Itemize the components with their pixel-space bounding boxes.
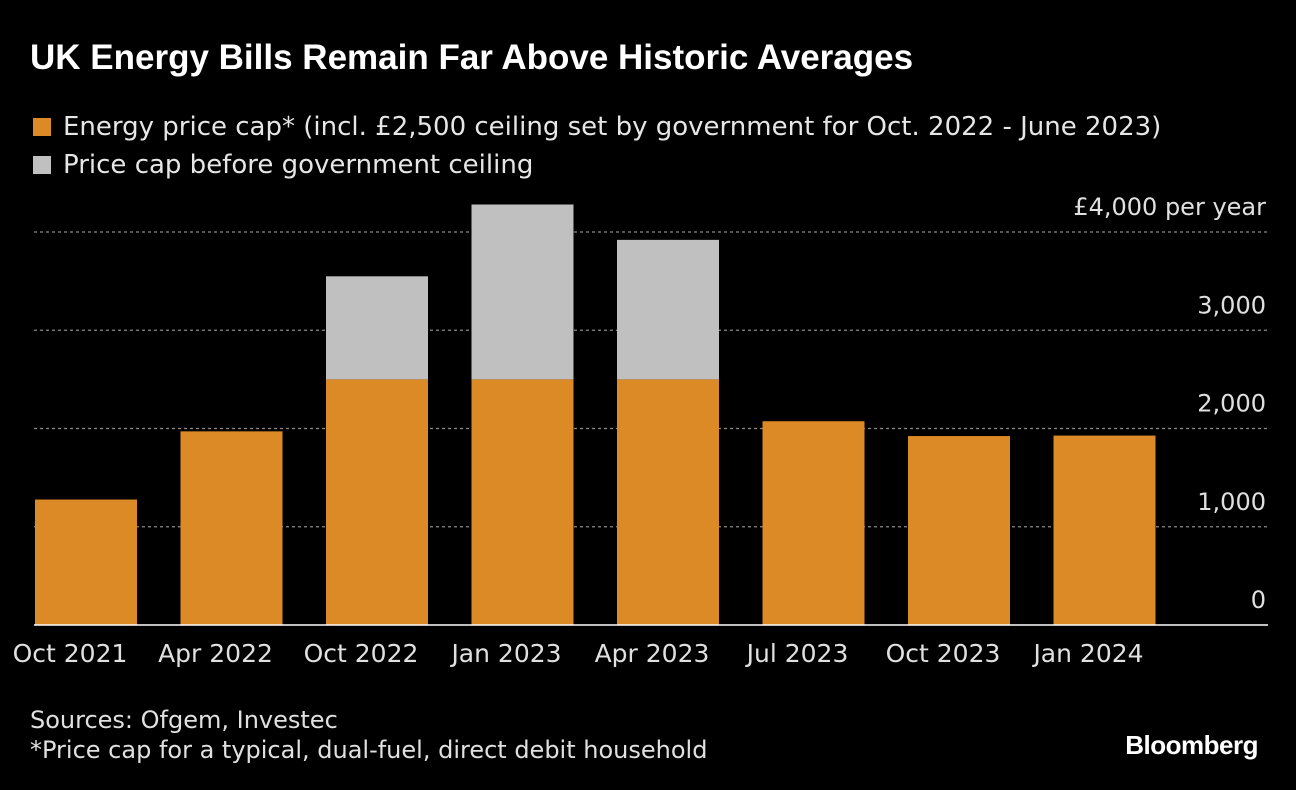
bar-price-cap-5 [762,421,865,625]
footnote: *Price cap for a typical, dual-fuel, dir… [30,736,708,764]
bar-price-cap-0 [35,499,137,625]
legend-label-price-cap: Energy price cap* (incl. £2,500 ceiling … [63,112,1162,142]
y-tick-label-0: 0 [1251,586,1266,614]
bar-before-ceiling-3 [471,204,574,380]
legend: Energy price cap* (incl. £2,500 ceiling … [33,108,1161,184]
bar-price-cap-1 [180,431,283,625]
bar-before-ceiling-2 [326,276,428,380]
x-tick-label-5: Jul 2023 [745,639,849,668]
bar-price-cap-3 [471,379,574,625]
x-tick-label-3: Jan 2023 [449,639,561,668]
y-tick-label-2000: 2,000 [1197,390,1266,418]
bar-price-cap-2 [326,379,428,625]
x-tick-label-4: Apr 2023 [595,639,710,668]
x-tick-label-0: Oct 2021 [13,639,128,668]
y-tick-label-1000: 1,000 [1197,488,1266,516]
legend-item-before-ceiling: Price cap before government ceiling [33,146,1161,184]
legend-swatch-gray [33,156,51,174]
x-tick-label-1: Apr 2022 [158,639,273,668]
bar-price-cap-7 [1053,435,1156,625]
chart-title: UK Energy Bills Remain Far Above Histori… [30,38,914,77]
x-tick-label-6: Oct 2023 [886,639,1001,668]
legend-item-price-cap: Energy price cap* (incl. £2,500 ceiling … [33,108,1161,146]
legend-label-before-ceiling: Price cap before government ceiling [63,150,534,180]
y-tick-label-4000: £4,000 per year [1073,193,1266,221]
bar-before-ceiling-4 [617,239,719,380]
y-tick-label-3000: 3,000 [1197,291,1266,319]
x-tick-label-7: Jan 2024 [1031,639,1143,668]
bar-price-cap-4 [617,379,719,625]
bloomberg-logo: Bloomberg [1125,730,1258,760]
legend-swatch-orange [33,118,51,136]
x-tick-label-2: Oct 2022 [304,639,419,668]
sources-note: Sources: Ofgem, Investec [30,706,338,734]
bar-price-cap-6 [908,436,1010,625]
